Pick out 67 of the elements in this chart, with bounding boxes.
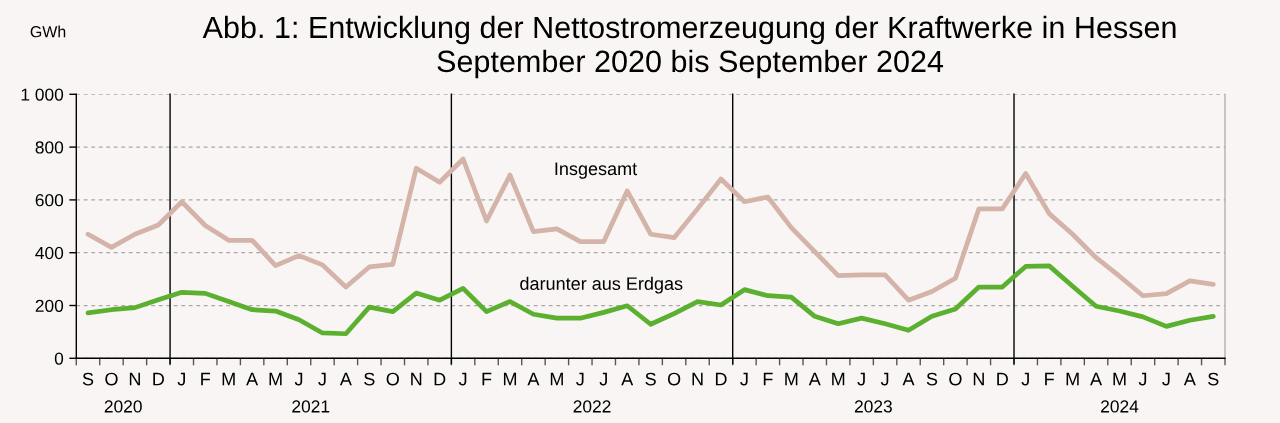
x-tick-label: J (1162, 372, 1170, 386)
x-tick-label: J (458, 372, 467, 386)
chart-subtitle: September 2020 bis September 2024 (437, 49, 944, 79)
y-axis-title: GWh (30, 25, 66, 38)
y-tick-label: 1 000 (21, 88, 64, 101)
x-tick-label: J (1138, 372, 1147, 386)
x-tick-label: O (105, 372, 118, 386)
x-tick-label: J (857, 372, 865, 386)
x-tick-label: M (1066, 372, 1079, 386)
x-tick-label: S (926, 372, 938, 386)
x-tick-label: J (740, 372, 748, 386)
x-tick-label: N (692, 372, 703, 386)
y-tick-label: 0 (54, 352, 64, 365)
x-tick-label: J (1021, 372, 1029, 386)
x-tick-label: F (763, 372, 773, 386)
text: 2020 (104, 400, 142, 413)
x-tick-label: A (621, 372, 634, 386)
line-series (85, 156, 1216, 303)
x-tick-label: A (339, 372, 352, 386)
x-tick-label: F (1045, 372, 1054, 386)
x-tick-label: S (1208, 372, 1219, 386)
x-tick-label: M (785, 372, 798, 386)
x-tick-label: D (715, 372, 727, 386)
x-tick-label: A (1183, 372, 1196, 386)
text: 2024 (1101, 400, 1139, 413)
x-tick-label: O (667, 372, 681, 386)
x-tick-label: J (576, 372, 584, 386)
text: 2023 (854, 400, 892, 413)
text: 2022 (573, 400, 611, 413)
y-tick-label: 800 (35, 141, 64, 154)
line-series (85, 263, 1216, 337)
x-tick-label: M (269, 372, 282, 386)
y-tick-label: 400 (35, 246, 64, 260)
x-tick-label: M (550, 372, 563, 386)
x-tick-label: J (318, 372, 326, 386)
chart-title: Abb. 1: Entwicklung der Nettostromerzeugung der Kraftwerke in Hessen (202, 15, 1176, 45)
x-tick-label: M (832, 372, 845, 386)
x-tick-label: N (973, 372, 984, 386)
x-tick-label: N (411, 372, 422, 386)
x-tick-label: M (503, 372, 517, 386)
x-tick-label: J (177, 372, 185, 386)
x-tick-label: D (434, 372, 446, 386)
x-tick-label: A (246, 372, 259, 386)
x-tick-label: A (527, 372, 540, 386)
x-tick-label: O (386, 372, 399, 386)
x-tick-label: S (364, 372, 375, 386)
x-tick-label: D (153, 372, 165, 386)
x-tick-label: J (294, 372, 303, 386)
x-tick-label: F (201, 372, 211, 386)
series-label: Insgesamt (555, 162, 638, 179)
series-label: darunter aus Erdgas (520, 276, 683, 294)
x-tick-label: F (482, 372, 492, 386)
x-tick-label: S (82, 372, 94, 386)
x-tick-label: J (599, 372, 607, 386)
x-tick-label: O (949, 372, 962, 386)
x-tick-label: M (222, 372, 235, 386)
x-tick-label: D (997, 372, 1008, 386)
x-tick-label: A (1090, 372, 1103, 386)
x-tick-label: S (645, 372, 656, 386)
x-tick-label: A (808, 372, 821, 386)
x-tick-label: J (880, 372, 889, 386)
text: 2021 (292, 400, 330, 413)
y-tick-label: 600 (35, 194, 64, 207)
x-tick-label: N (129, 372, 140, 386)
x-tick-label: A (902, 372, 915, 386)
x-tick-label: M (1113, 372, 1126, 386)
y-tick-label: 200 (35, 299, 64, 312)
